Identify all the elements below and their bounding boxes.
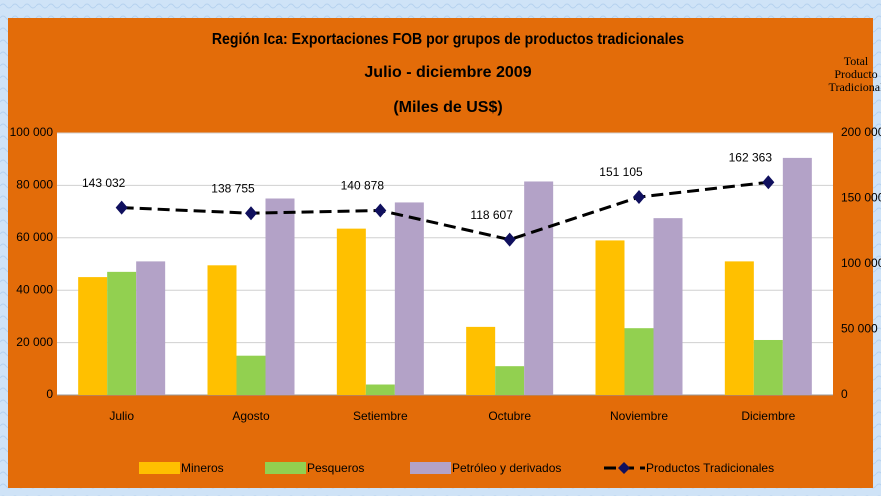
bar [495,366,525,395]
y2-tick-label: 0 [841,387,848,401]
chart-title: Región Ica: Exportaciones FOB por grupos… [212,30,684,48]
bar [365,384,395,395]
y2-tick-label: 100 000 [841,256,881,270]
bar [782,157,812,395]
line-series [121,180,769,242]
y2-axis-label: Tradicional [829,80,881,94]
x-tick-label: Setiembre [353,409,408,423]
data-label: 151 105 [599,165,643,179]
legend-label: Pesqueros [307,461,364,475]
y2-axis-label: Producto [834,67,877,81]
legend-swatch [139,462,180,474]
x-tick-label: Julio [109,409,134,423]
y-tick-label: 60 000 [16,230,53,244]
legend-swatch [410,462,451,474]
bar [753,339,783,395]
bar [207,265,237,395]
bar [624,328,654,395]
y-tick-label: 40 000 [16,282,53,296]
y-tick-label: 0 [46,387,53,401]
data-label: 118 607 [470,208,513,222]
bar [236,355,266,395]
bar [136,261,166,395]
bar [724,261,754,395]
line-marker [374,203,387,218]
unit-label: (Miles de US$) [393,99,502,116]
y2-tick-label: 50 000 [841,322,878,336]
bar [595,240,625,395]
bar [107,271,137,395]
bar [265,198,295,395]
bar [524,181,554,395]
x-tick-label: Noviembre [610,409,668,423]
x-tick-label: Agosto [232,409,270,423]
line-marker [245,206,257,221]
data-label: 143 032 [82,176,126,190]
bar [466,326,496,395]
legend-label: Petróleo y derivados [452,461,561,475]
x-tick-label: Diciembre [741,409,795,423]
data-label: 140 878 [341,179,385,193]
bar [653,218,683,395]
y2-axis-label: Total [844,54,869,68]
legend-label: Productos Tradicionales [646,461,774,475]
line-marker [503,232,516,247]
y-tick-label: 100 000 [10,125,54,139]
y2-tick-label: 150 000 [841,191,881,205]
legend-swatch [618,462,630,474]
bar [336,228,366,395]
y2-tick-label: 200 000 [841,125,881,139]
y-tick-label: 80 000 [16,178,53,192]
data-label: 138 755 [211,181,255,195]
line-marker [115,200,128,215]
x-tick-label: Octubre [488,409,531,423]
bar [394,202,424,395]
legend-swatch [265,462,306,474]
y-tick-label: 20 000 [16,335,53,349]
line-marker [762,175,775,190]
plot-area [57,133,833,395]
legend-label: Mineros [181,461,224,475]
chart-subtitle: Julio - diciembre 2009 [364,64,531,81]
data-label: 162 363 [729,150,773,164]
bar [78,277,108,395]
line-marker [633,190,645,205]
